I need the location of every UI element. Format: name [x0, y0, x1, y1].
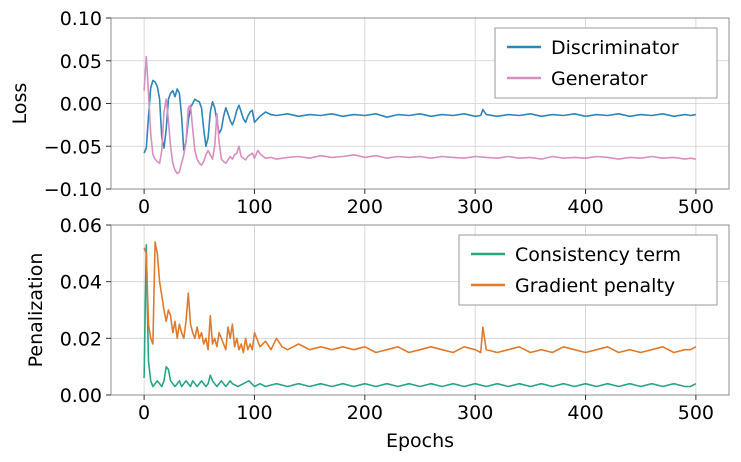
penalization-x-tick-label: 0: [138, 402, 150, 424]
penalization-y-tick-label: 0.06: [60, 215, 102, 237]
loss-y-tick-label: −0.10: [44, 179, 102, 201]
loss-legend-box: [494, 27, 718, 99]
x-axis-label: Epochs: [386, 430, 454, 452]
penalization-y-tick-label: 0.04: [60, 272, 102, 294]
loss-x-tick-label: 500: [678, 196, 714, 218]
loss-x-tick-label: 300: [457, 196, 493, 218]
penalization-y-tick-label: 0.02: [60, 328, 102, 350]
loss-panel: 0 100 200 300 400 500 −0.10 −0.05 0.00 0.05 0.10 L…: [9, 8, 730, 218]
penalization-x-tick-label: 100: [236, 402, 272, 424]
loss-x-tick-label: 0: [138, 196, 150, 218]
loss-x-tick-label: 200: [347, 196, 383, 218]
penalization-panel: 0 100 200 300 400 500 0.00 0.02 0.04 0.06 Penaliz…: [25, 215, 730, 452]
loss-series-line-generator: [143, 55, 697, 175]
penalization-series-line-gradient-penalty: [143, 241, 697, 354]
penalization-legend-box: [458, 234, 718, 306]
penalization-series-line-consistency-term: [143, 244, 697, 388]
loss-y-tick-label: −0.05: [44, 136, 102, 158]
loss-x-tick-label: 100: [236, 196, 272, 218]
loss-legend-label: Generator: [551, 68, 648, 90]
penalization-x-tick-label: 500: [678, 402, 714, 424]
penalization-y-tick-label: 0.00: [60, 385, 102, 407]
penalization-legend-label: Consistency term: [515, 244, 681, 266]
penalization-x-tick-label: 400: [567, 402, 603, 424]
loss-legend: Discriminator Generator: [494, 27, 718, 99]
loss-y-tick-label: 0.05: [60, 51, 102, 73]
penalization-legend: Consistency term Gradient penalty: [458, 234, 718, 306]
loss-y-axis-label: Loss: [9, 83, 31, 125]
penalization-x-tick-label: 200: [347, 402, 383, 424]
loss-y-tick-label: 0.00: [60, 94, 102, 116]
loss-series-line-discriminator: [143, 79, 697, 154]
penalization-x-tick-label: 300: [457, 402, 493, 424]
loss-y-tick-label: 0.10: [60, 8, 102, 30]
loss-legend-label: Discriminator: [551, 37, 679, 59]
loss-x-tick-label: 400: [567, 196, 603, 218]
penalization-legend-label: Gradient penalty: [515, 275, 675, 297]
penalization-y-axis-label: Penalization: [25, 253, 47, 368]
penalization-plot-frame: [110, 224, 730, 396]
